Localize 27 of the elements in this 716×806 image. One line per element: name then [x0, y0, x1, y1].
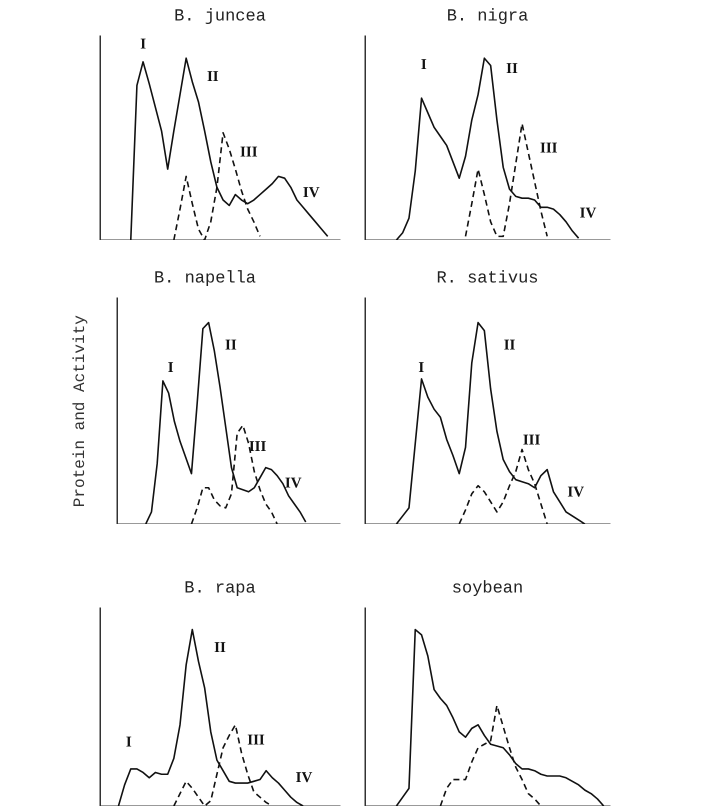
chart-title: B. nigra [446, 8, 528, 27]
annotation: I [168, 360, 174, 376]
text: I [140, 36, 146, 52]
annotation: IV [284, 475, 302, 492]
annotation: IV [567, 484, 584, 500]
annotation: III [540, 140, 558, 156]
chart-title: B. rapa [184, 580, 256, 599]
annotation: IV [296, 770, 312, 786]
annotation: II [224, 338, 237, 354]
annotation: I [420, 56, 427, 73]
annotation: IV [580, 205, 596, 222]
annotation: III [522, 432, 541, 448]
chart-title: B. napella [154, 270, 256, 289]
y-axis-title: Protein and Activity [70, 314, 89, 508]
annotation: III [247, 732, 265, 749]
annotation: III [240, 144, 258, 160]
chart-title: B. juncea [174, 8, 266, 27]
annotation: I [418, 360, 424, 376]
annotation: II [504, 338, 516, 354]
annotation: II [214, 640, 226, 656]
chart-title: soybean [452, 580, 524, 599]
annotation: II [506, 60, 518, 77]
chart-title: R. sativus [436, 270, 539, 289]
annotation: IV [302, 185, 320, 202]
annotation: III [248, 439, 266, 456]
annotation: I [126, 734, 132, 751]
annotation: II [206, 68, 219, 85]
